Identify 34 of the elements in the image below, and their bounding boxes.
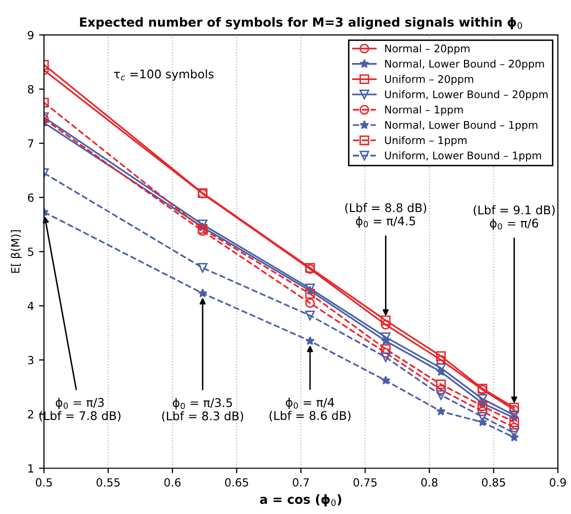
y-tick-label: 4 bbox=[28, 302, 34, 310]
chart-title: Expected number of symbols for M=3 aligned signals within ϕ$_{0}$ bbox=[80, 17, 522, 30]
legend-label: Uniform, Lower Bound – 20ppm bbox=[385, 90, 548, 100]
y-axis-title: E[ β(M)] bbox=[10, 230, 22, 273]
y-tick-label: 2 bbox=[28, 410, 34, 418]
y-tick-label: 7 bbox=[28, 139, 34, 148]
x-tick-label: 0.9 bbox=[550, 478, 566, 487]
x-tick-label: 0.85 bbox=[482, 478, 506, 487]
annotation: τ$_{c}$ =100 symbols bbox=[114, 69, 214, 81]
legend-label: Uniform – 1ppm bbox=[385, 136, 467, 146]
x-tick-label: 0.8 bbox=[421, 478, 438, 487]
legend-label: Normal, Lower Bound – 20ppm bbox=[385, 60, 544, 70]
x-tick-label: 0.55 bbox=[96, 478, 120, 487]
x-tick-label: 0.7 bbox=[292, 478, 309, 487]
y-tick-label: 5 bbox=[28, 248, 34, 256]
legend-label: Normal, Lower Bound – 1ppm bbox=[385, 120, 538, 131]
x-tick-label: 0.75 bbox=[354, 478, 377, 487]
y-tick-label: 1 bbox=[28, 464, 34, 472]
legend-label: Uniform, Lower Bound – 1ppm bbox=[385, 151, 541, 162]
y-tick-label: 9 bbox=[28, 30, 34, 40]
y-tick-label: 3 bbox=[28, 356, 34, 364]
x-tick-label: 0.6 bbox=[164, 478, 181, 487]
annotation: ϕ$_{0}$ = π/3.5 (Lbf = 8.3 dB) bbox=[162, 398, 244, 422]
x-axis-title: a = cos (ϕ$_{0}$) bbox=[260, 494, 342, 506]
legend-label: Uniform – 20ppm bbox=[385, 74, 474, 85]
x-tick-label: 0.65 bbox=[225, 478, 248, 487]
annotation: ϕ$_{0}$ = π/4 (Lbf = 8.6 dB) bbox=[270, 398, 350, 422]
legend-label: Normal – 1ppm bbox=[385, 105, 463, 116]
legend-label: Normal – 20ppm bbox=[385, 44, 470, 54]
x-tick-label: 0.5 bbox=[36, 478, 52, 487]
annotation: (Lbf = 9.1 dB) ϕ$_{0}$ = π/6 bbox=[474, 205, 555, 230]
annotation: (Lbf = 8.8 dB) ϕ$_{0}$ = π/4.5 bbox=[345, 203, 426, 228]
y-tick-label: 6 bbox=[28, 193, 34, 202]
y-tick-label: 8 bbox=[28, 85, 34, 94]
